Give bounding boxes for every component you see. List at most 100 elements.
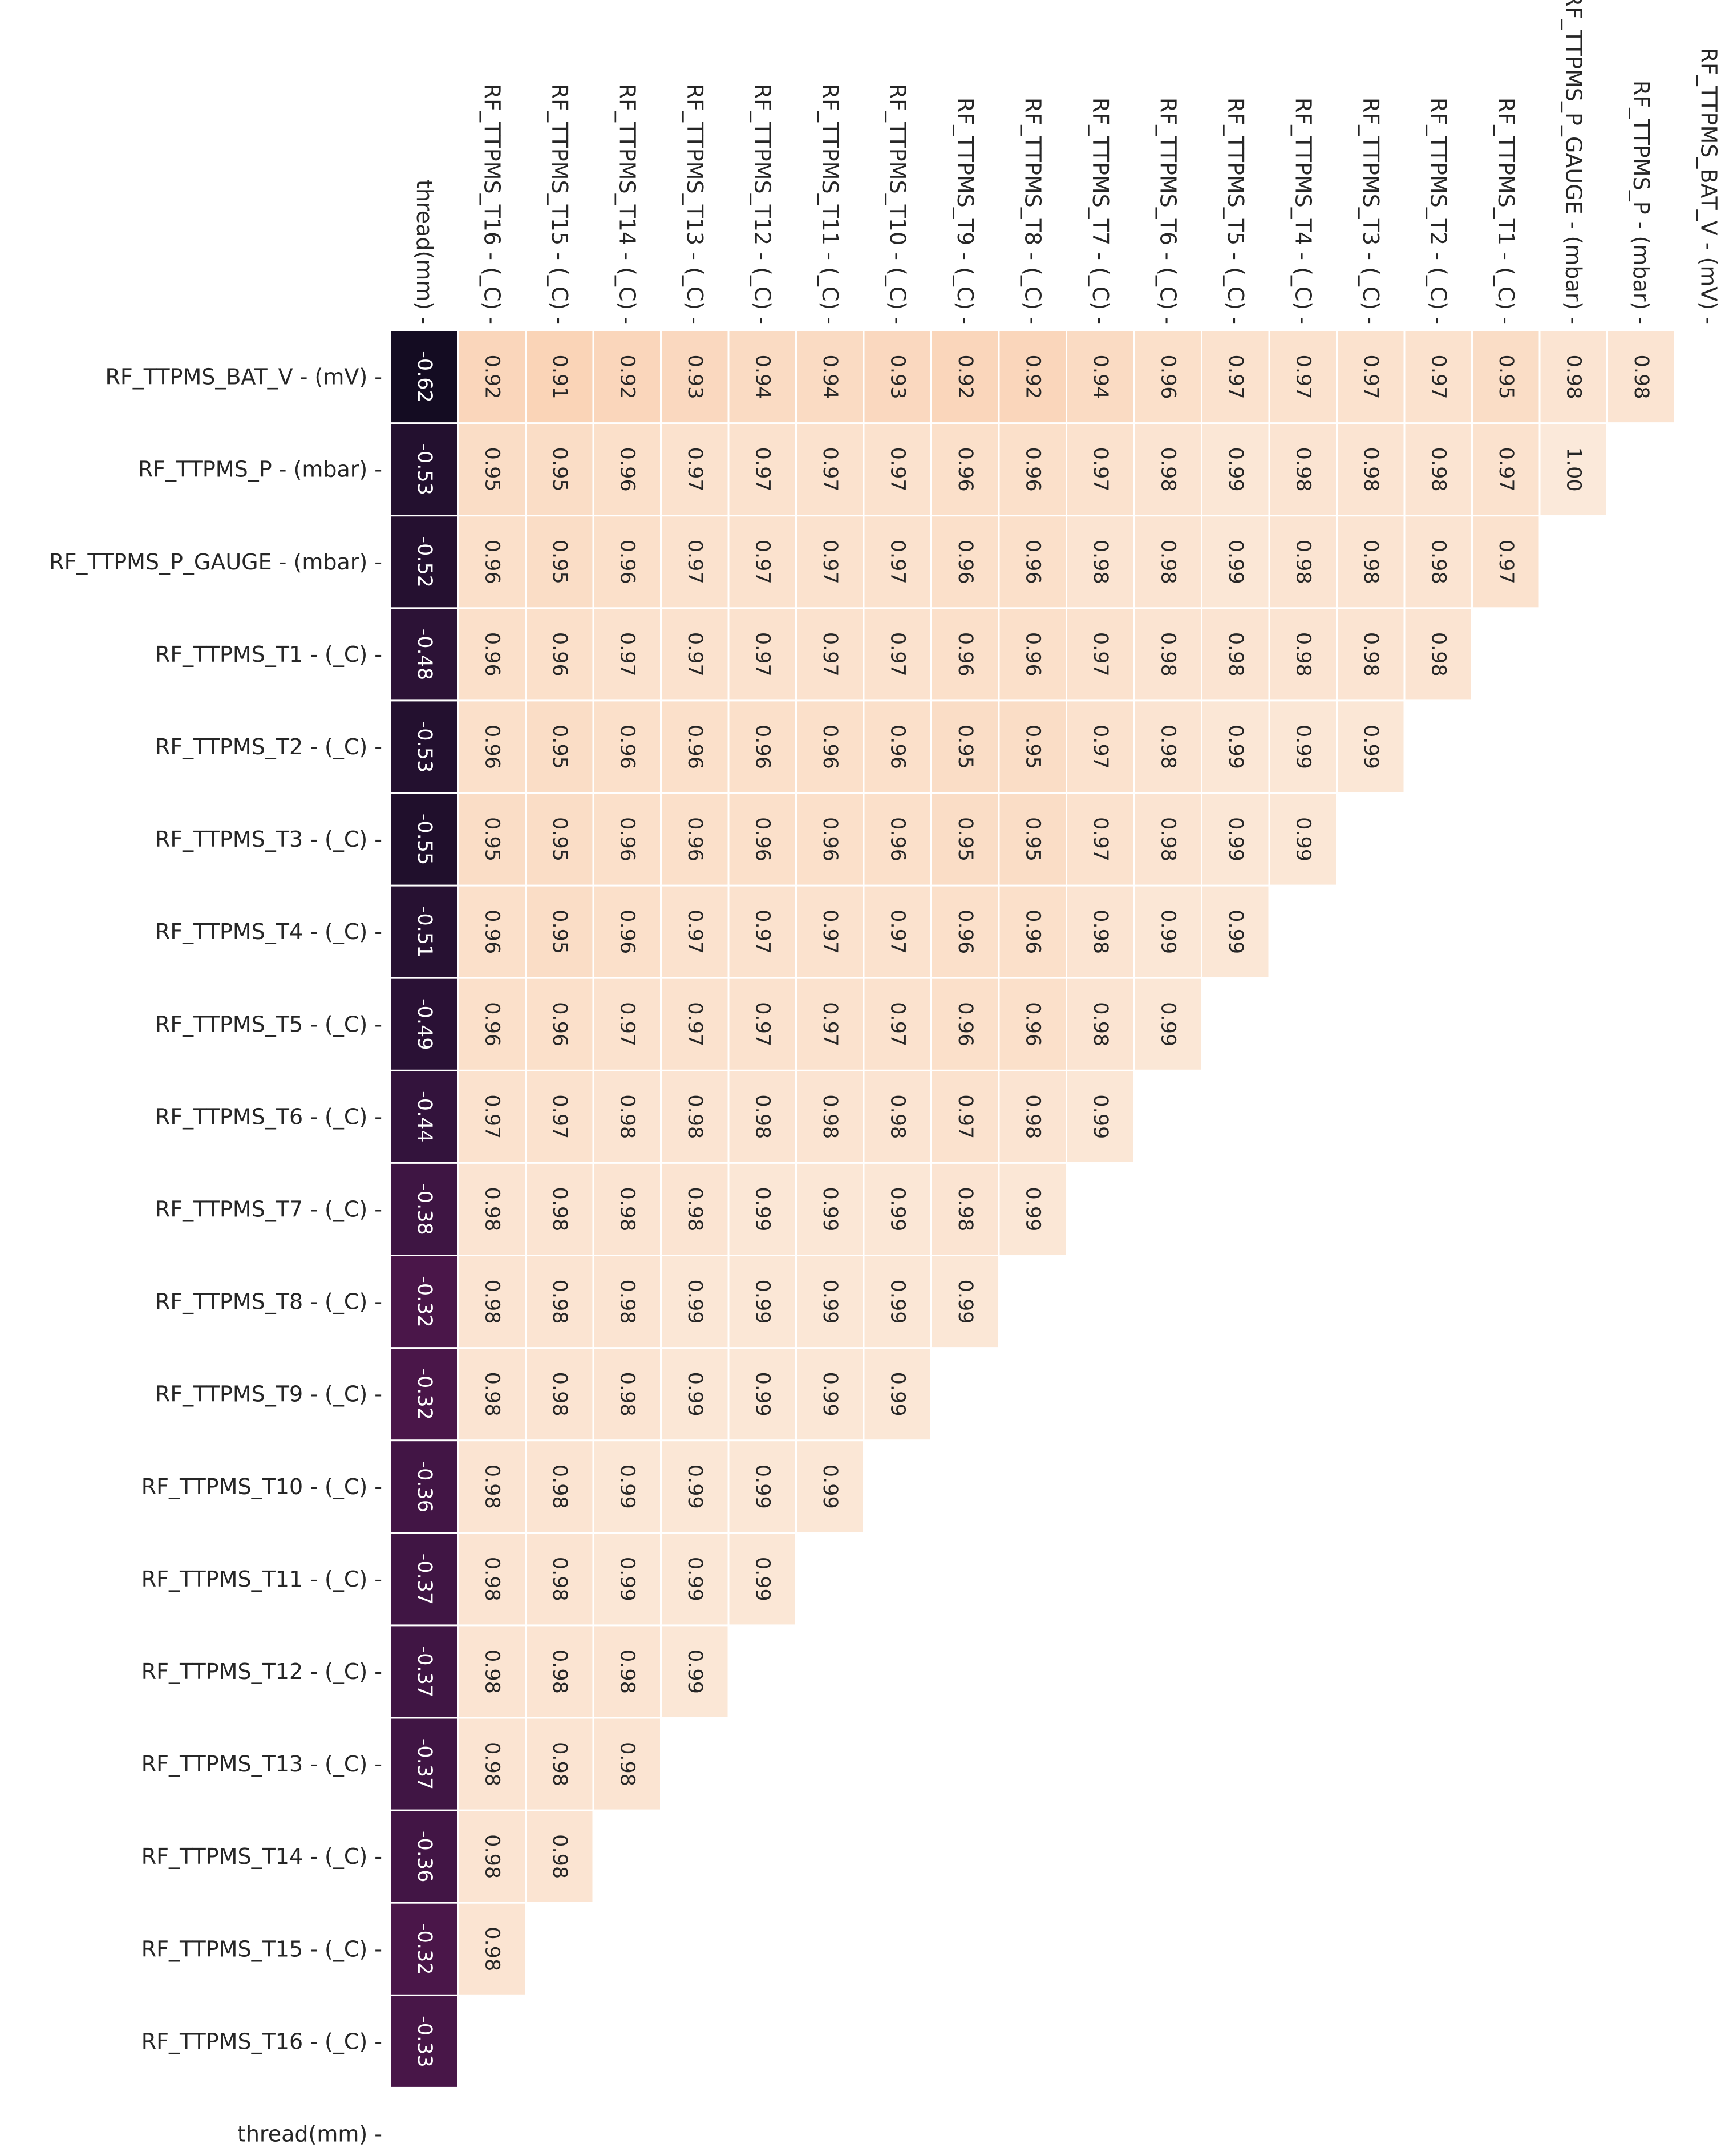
cell-value-label: 0.99	[886, 1280, 909, 1324]
cell-value-label: 0.99	[1224, 540, 1247, 584]
heatmap-cell	[864, 794, 930, 885]
heatmap-cell	[527, 1626, 593, 1717]
heatmap-cell	[391, 609, 457, 700]
cell-value-label: 0.99	[616, 1465, 638, 1509]
heatmap-cell	[662, 701, 728, 792]
cell-value-label: 0.97	[1427, 355, 1449, 399]
row-tick-label: RF_TTPMS_T2 - (_C) -	[155, 734, 382, 759]
cell-value-label: 0.96	[1021, 1002, 1044, 1046]
heatmap-cell	[932, 516, 998, 608]
heatmap-cell	[1067, 424, 1133, 515]
heatmap-cell	[594, 1256, 660, 1348]
cell-value-label: 0.96	[683, 817, 706, 861]
cell-value-label: 0.99	[886, 1187, 909, 1231]
cell-value-label: 0.97	[819, 632, 841, 677]
cell-value-label: 0.97	[683, 447, 706, 492]
cell-value-label: 0.95	[1021, 725, 1044, 769]
heatmap-cell	[1270, 794, 1336, 885]
heatmap-cell	[662, 886, 728, 977]
cell-value-label: -0.53	[413, 443, 436, 495]
cell-value-label: 0.98	[954, 1187, 977, 1231]
cell-value-label: 0.98	[548, 1742, 571, 1786]
heatmap-cell	[797, 1071, 863, 1162]
heatmap-cell	[797, 701, 863, 792]
heatmap-cell	[932, 978, 998, 1070]
column-tick-label: RF_TTPMS_T5 - (_C) -	[1223, 98, 1248, 325]
heatmap-cell	[594, 331, 660, 423]
heatmap-cell	[864, 331, 930, 423]
cell-value-label: 0.96	[480, 632, 503, 677]
heatmap-cell	[459, 1903, 525, 1995]
heatmap-cell	[391, 1626, 457, 1717]
heatmap-cell	[1405, 516, 1471, 608]
cell-value-label: 0.96	[954, 540, 977, 584]
column-labels: thread(mm) - RF_TTPMS_T16 - (_C) - RF_TTPM…	[412, 0, 1722, 325]
cell-value-label: 0.93	[683, 355, 706, 399]
cell-value-label: 0.97	[819, 1002, 841, 1046]
cell-value-label: 0.96	[616, 817, 638, 861]
heatmap-cell	[864, 1256, 930, 1348]
heatmap-cell	[459, 1811, 525, 1902]
heatmap-cell	[1202, 609, 1269, 700]
cell-value-label: 0.97	[1224, 355, 1247, 399]
cell-value-label: 0.97	[751, 632, 774, 677]
cell-value-label: 0.98	[1089, 1002, 1112, 1046]
cell-value-label: 0.96	[954, 447, 977, 492]
heatmap-cell	[729, 978, 795, 1070]
heatmap-cell	[459, 978, 525, 1070]
heatmap-cell	[527, 1718, 593, 1810]
cell-value-label: 0.98	[1630, 355, 1653, 399]
heatmap-cell	[864, 609, 930, 700]
heatmap-cell	[1135, 701, 1201, 792]
heatmap-cell	[1135, 609, 1201, 700]
heatmap-cell	[1202, 331, 1269, 423]
heatmap-cell	[527, 1163, 593, 1255]
cell-value-label: 0.95	[548, 725, 571, 769]
heatmap-cell	[999, 516, 1066, 608]
cell-value-label: 0.98	[616, 1187, 638, 1231]
heatmap-cell	[1135, 424, 1201, 515]
cell-value-label: -0.37	[413, 1554, 436, 1605]
cell-value-label: 0.95	[1021, 817, 1044, 861]
cell-value-label: 0.98	[616, 1280, 638, 1324]
heatmap-cell	[662, 609, 728, 700]
cell-value-label: 0.98	[616, 1742, 638, 1786]
heatmap-cell	[932, 1163, 998, 1255]
cell-value-label: 0.96	[751, 817, 774, 861]
heatmap-cell	[1338, 609, 1404, 700]
cell-value-label: -0.32	[413, 1923, 436, 1975]
cell-value-label: -0.36	[413, 1461, 436, 1512]
cell-value-label: 0.92	[954, 355, 977, 399]
cell-value-label: 0.92	[616, 355, 638, 399]
cell-value-label: 0.99	[819, 1372, 841, 1417]
heatmap-cell	[797, 1163, 863, 1255]
heatmap-cell	[594, 1441, 660, 1532]
cell-value-label: 0.95	[548, 909, 571, 954]
heatmap-cell	[527, 331, 593, 423]
cell-value-label: 0.98	[548, 1187, 571, 1231]
column-tick-label: RF_TTPMS_T7 - (_C) -	[1088, 98, 1113, 325]
heatmap-cell	[1067, 886, 1133, 977]
row-tick-label: RF_TTPMS_T14 - (_C) -	[141, 1844, 382, 1869]
heatmap-cell	[527, 794, 593, 885]
heatmap-cell	[594, 609, 660, 700]
heatmap-cell	[662, 331, 728, 423]
cell-value-label: 0.94	[751, 355, 774, 399]
cell-value-label: 0.96	[1021, 632, 1044, 677]
heatmap-cell	[729, 609, 795, 700]
heatmap-cell	[1067, 331, 1133, 423]
heatmap-cell	[527, 1811, 593, 1902]
heatmap-cell	[1338, 424, 1404, 515]
heatmap-cell	[662, 1256, 728, 1348]
column-tick-label: RF_TTPMS_P_GAUGE - (mbar) -	[1561, 0, 1586, 325]
heatmap-cell	[527, 1071, 593, 1162]
cell-value-label: 0.98	[1156, 817, 1179, 861]
cell-value-label: 0.96	[1021, 540, 1044, 584]
column-tick-label: RF_TTPMS_T15 - (_C) -	[547, 84, 572, 325]
cell-value-label: 0.96	[954, 909, 977, 954]
heatmap-cell	[797, 1441, 863, 1532]
cell-value-label: 0.97	[751, 540, 774, 584]
cell-value-label: 0.96	[616, 909, 638, 954]
cell-value-label: 0.92	[1021, 355, 1044, 399]
row-tick-label: RF_TTPMS_T15 - (_C) -	[141, 1936, 382, 1961]
